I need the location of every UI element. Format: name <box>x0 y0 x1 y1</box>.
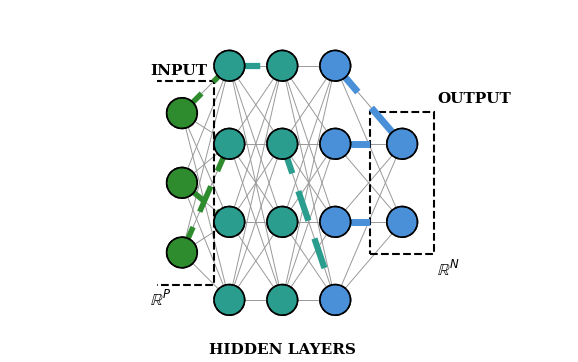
Text: $\mathbb{R}^P$: $\mathbb{R}^P$ <box>150 290 171 310</box>
Circle shape <box>387 129 417 159</box>
Text: INPUT: INPUT <box>150 64 207 78</box>
Circle shape <box>267 285 298 315</box>
Circle shape <box>320 206 351 237</box>
Circle shape <box>166 168 197 198</box>
Circle shape <box>166 237 197 268</box>
Circle shape <box>214 206 244 237</box>
Circle shape <box>267 206 298 237</box>
Circle shape <box>214 129 244 159</box>
Circle shape <box>320 129 351 159</box>
Text: HIDDEN LAYERS: HIDDEN LAYERS <box>209 343 355 357</box>
Circle shape <box>267 50 298 81</box>
Circle shape <box>214 50 244 81</box>
Circle shape <box>214 285 244 315</box>
Circle shape <box>166 98 197 129</box>
Circle shape <box>320 285 351 315</box>
Circle shape <box>387 206 417 237</box>
Text: OUTPUT: OUTPUT <box>437 92 511 106</box>
Circle shape <box>320 50 351 81</box>
Circle shape <box>267 129 298 159</box>
Text: $\mathbb{R}^N$: $\mathbb{R}^N$ <box>437 260 460 279</box>
